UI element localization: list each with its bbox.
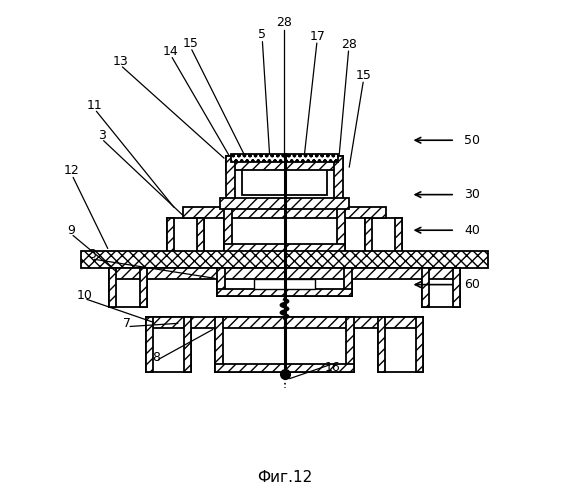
Bar <box>167 218 174 252</box>
Text: 30: 30 <box>464 188 480 201</box>
Bar <box>215 317 223 372</box>
Bar <box>215 317 354 372</box>
Bar <box>109 268 116 308</box>
Bar <box>344 268 352 296</box>
Text: 15: 15 <box>183 37 199 50</box>
Text: 7: 7 <box>123 316 131 330</box>
Bar <box>81 251 488 268</box>
Bar <box>224 244 345 252</box>
Bar <box>217 288 352 296</box>
Bar <box>226 156 343 170</box>
Text: 5: 5 <box>258 28 266 42</box>
Bar <box>167 218 204 252</box>
Text: Фиг.12: Фиг.12 <box>257 470 312 485</box>
Bar <box>226 156 235 202</box>
Bar <box>453 268 460 308</box>
Text: 16: 16 <box>325 361 341 374</box>
Text: 28: 28 <box>341 38 357 52</box>
Bar <box>224 207 345 252</box>
Bar <box>254 278 315 288</box>
Text: 3: 3 <box>98 129 105 142</box>
Text: 11: 11 <box>86 99 102 112</box>
Bar <box>224 207 232 252</box>
Bar <box>109 268 460 278</box>
Bar <box>146 317 191 372</box>
Bar <box>334 156 343 202</box>
Bar <box>215 364 354 372</box>
Text: 10: 10 <box>76 289 92 302</box>
Bar <box>365 218 402 252</box>
Text: 8: 8 <box>152 352 160 364</box>
Bar <box>183 207 386 218</box>
Bar <box>378 317 423 372</box>
Bar <box>109 268 147 308</box>
Bar <box>231 154 338 162</box>
Bar <box>422 268 430 308</box>
Bar <box>197 218 204 252</box>
Text: 12: 12 <box>64 164 80 177</box>
Bar <box>146 317 153 372</box>
Bar <box>422 268 460 308</box>
Text: 40: 40 <box>464 224 480 236</box>
Text: 3: 3 <box>88 248 96 262</box>
Bar <box>395 218 402 252</box>
Text: 28: 28 <box>277 16 292 29</box>
Text: 14: 14 <box>163 44 179 58</box>
Text: 17: 17 <box>309 30 325 43</box>
Text: 15: 15 <box>356 70 372 82</box>
Bar <box>416 317 423 372</box>
Bar <box>217 268 225 296</box>
Text: 50: 50 <box>464 134 480 146</box>
Bar <box>337 207 345 252</box>
Bar <box>365 218 372 252</box>
Bar <box>217 268 352 296</box>
Text: 9: 9 <box>67 224 75 236</box>
Bar <box>378 317 385 372</box>
Bar <box>139 268 147 308</box>
Text: 60: 60 <box>464 278 480 291</box>
Text: 13: 13 <box>113 54 128 68</box>
Bar <box>220 198 349 209</box>
Bar <box>184 317 191 372</box>
Bar <box>146 317 423 328</box>
Bar <box>346 317 354 372</box>
Bar <box>242 160 327 194</box>
